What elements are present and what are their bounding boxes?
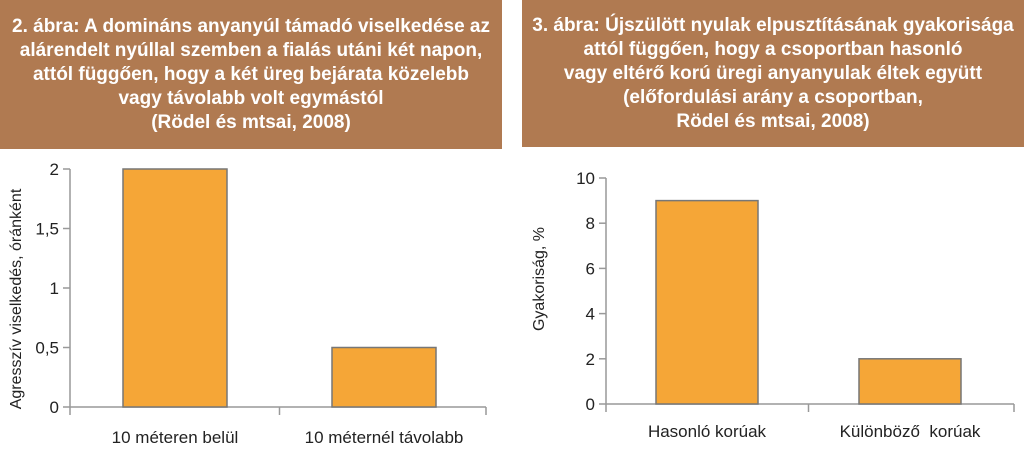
chart-title-line: Rödel és mtsai, 2008) <box>676 110 870 132</box>
y-tick-label: 0 <box>586 395 595 414</box>
bar <box>655 199 759 405</box>
x-category-label: Különböző korúak <box>840 422 981 441</box>
chart-title-line: attól függően, hogy a csoportban hasonló <box>583 38 963 60</box>
bar <box>331 346 437 408</box>
bar-chart-aggression: Agresszív viselkedés, óránként 0 0,5 1 1,5 2… <box>8 160 487 447</box>
chart-panel-3: 3. ábra: Újszülött nyulak elpusztításána… <box>522 0 1024 453</box>
y-tick-label: 1 <box>50 279 59 298</box>
y-axis-title: Gyakoriság, % <box>531 227 548 331</box>
bar <box>858 358 962 405</box>
chart-title-line: vagy távolabb volt egymástól <box>118 87 384 109</box>
bar <box>122 168 228 408</box>
bar-chart-infanticide: Gyakoriság, % 0 2 4 6 8 10 Hasonló korúak Külön… <box>531 169 1015 441</box>
chart-panel-2: 2. ábra: A domináns anyanyúl támadó vise… <box>0 0 502 453</box>
chart-title-line: 3. ábra: Újszülött nyulak elpusztításána… <box>532 14 1014 36</box>
chart-title-line: (előfordulási arány a csoportban, <box>623 86 923 108</box>
y-axis-title: Agresszív viselkedés, óránként <box>8 188 25 409</box>
y-tick-label: 6 <box>586 259 595 278</box>
y-tick-label: 0 <box>50 398 59 417</box>
y-tick-label: 2 <box>50 160 59 179</box>
x-category-label: 10 méteren belül <box>112 428 239 447</box>
y-tick-label: 1,5 <box>35 220 59 239</box>
chart-title-line: vagy eltérő korú üregi anyanyulak éltek … <box>563 62 983 84</box>
y-tick-label: 4 <box>586 305 595 324</box>
x-category-label: 10 méternél távolabb <box>305 428 464 447</box>
chart-title-line: 2. ábra: A domináns anyanyúl támadó vise… <box>12 15 490 37</box>
x-category-label: Hasonló korúak <box>648 422 767 441</box>
y-tick-label: 8 <box>586 214 595 233</box>
y-tick-label: 10 <box>576 169 595 188</box>
chart-title-2: 2. ábra: A domináns anyanyúl támadó vise… <box>0 0 502 149</box>
y-tick-label: 0,5 <box>35 339 59 358</box>
y-tick-label: 2 <box>586 350 595 369</box>
chart-title-3: 3. ábra: Újszülött nyulak elpusztításána… <box>522 0 1024 147</box>
chart-title-line: attól függően, hogy a két üreg bejárata … <box>32 63 470 85</box>
chart-title-line: alárendelt nyúllal szemben a fialás után… <box>19 39 483 61</box>
chart-title-line: (Rödel és mtsai, 2008) <box>151 111 351 133</box>
